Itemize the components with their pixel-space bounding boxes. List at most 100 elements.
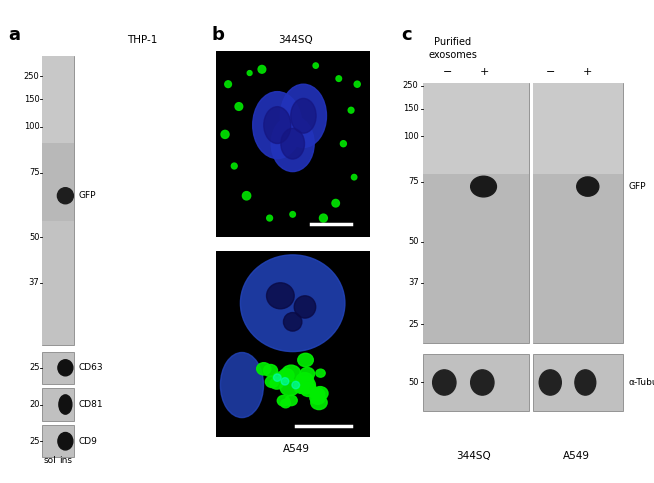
Text: 37: 37 — [408, 278, 419, 287]
Ellipse shape — [273, 374, 281, 382]
Text: THP-1: THP-1 — [127, 35, 158, 45]
Ellipse shape — [235, 103, 243, 110]
Text: 250: 250 — [24, 72, 39, 81]
Text: 37: 37 — [29, 278, 39, 287]
Ellipse shape — [58, 432, 73, 450]
Ellipse shape — [313, 386, 328, 400]
Text: CD63: CD63 — [78, 363, 103, 372]
Ellipse shape — [266, 214, 273, 222]
Text: 150: 150 — [403, 104, 419, 113]
Text: Purified
exosomes: Purified exosomes — [428, 37, 477, 60]
Text: 50: 50 — [408, 237, 419, 246]
Ellipse shape — [539, 370, 561, 395]
Ellipse shape — [281, 399, 290, 408]
Ellipse shape — [300, 383, 317, 397]
Text: 25: 25 — [29, 363, 39, 372]
Text: sol: sol — [43, 456, 56, 465]
Bar — [424, 354, 529, 412]
Ellipse shape — [259, 67, 265, 72]
Ellipse shape — [310, 391, 325, 404]
Ellipse shape — [283, 313, 302, 331]
Ellipse shape — [336, 75, 342, 82]
Ellipse shape — [292, 382, 300, 389]
Text: α-Tubulin: α-Tubulin — [628, 378, 654, 387]
Ellipse shape — [471, 176, 496, 197]
Ellipse shape — [273, 372, 284, 382]
Text: a: a — [9, 26, 20, 44]
Bar — [43, 388, 75, 421]
Ellipse shape — [222, 132, 228, 137]
Ellipse shape — [351, 174, 357, 180]
Ellipse shape — [230, 162, 238, 170]
Text: c: c — [402, 26, 412, 44]
Ellipse shape — [244, 193, 249, 199]
Bar — [43, 221, 75, 345]
Text: 20: 20 — [29, 400, 39, 409]
Ellipse shape — [294, 296, 316, 318]
Ellipse shape — [433, 370, 456, 395]
Text: GFP: GFP — [78, 191, 96, 200]
Ellipse shape — [264, 365, 277, 377]
Text: +: + — [480, 67, 489, 77]
Ellipse shape — [311, 396, 327, 410]
Ellipse shape — [296, 373, 313, 388]
Ellipse shape — [313, 62, 319, 69]
Text: 344SQ: 344SQ — [456, 451, 491, 461]
Text: 344SQ: 344SQ — [279, 35, 313, 45]
Ellipse shape — [279, 369, 294, 382]
Ellipse shape — [354, 81, 360, 87]
Ellipse shape — [280, 379, 300, 396]
Ellipse shape — [300, 368, 315, 380]
Ellipse shape — [471, 370, 494, 395]
Ellipse shape — [220, 353, 264, 418]
Bar — [424, 84, 529, 174]
Ellipse shape — [264, 107, 291, 143]
Text: 75: 75 — [408, 177, 419, 186]
Ellipse shape — [294, 381, 309, 393]
Ellipse shape — [58, 188, 73, 204]
Ellipse shape — [290, 211, 296, 217]
Ellipse shape — [281, 128, 305, 159]
Bar — [532, 354, 623, 412]
Ellipse shape — [577, 177, 599, 196]
Ellipse shape — [252, 92, 302, 158]
Ellipse shape — [266, 376, 279, 387]
Ellipse shape — [247, 71, 252, 75]
Text: 250: 250 — [403, 81, 419, 90]
Ellipse shape — [295, 376, 315, 394]
Ellipse shape — [316, 369, 325, 377]
Text: 25: 25 — [29, 437, 39, 446]
Ellipse shape — [256, 363, 271, 375]
Ellipse shape — [341, 141, 346, 146]
Text: CD9: CD9 — [78, 437, 97, 446]
Text: 100: 100 — [24, 122, 39, 131]
Text: 75: 75 — [29, 168, 39, 177]
Ellipse shape — [349, 108, 354, 113]
Ellipse shape — [333, 200, 338, 206]
Text: A549: A549 — [283, 443, 309, 454]
Bar — [43, 56, 75, 143]
Ellipse shape — [298, 353, 313, 367]
Ellipse shape — [291, 99, 316, 133]
Text: +: + — [583, 67, 593, 77]
Text: 50: 50 — [29, 232, 39, 242]
Ellipse shape — [59, 395, 72, 414]
Text: −: − — [443, 67, 453, 77]
Bar — [424, 174, 529, 342]
Ellipse shape — [281, 378, 289, 385]
Ellipse shape — [241, 255, 345, 352]
Text: 50: 50 — [408, 378, 419, 387]
Bar — [43, 56, 75, 345]
Bar — [532, 84, 623, 174]
Ellipse shape — [285, 395, 297, 406]
Text: −: − — [546, 67, 556, 77]
Text: A549: A549 — [563, 451, 591, 461]
Text: CD81: CD81 — [78, 400, 103, 409]
Text: 25: 25 — [408, 320, 419, 329]
Ellipse shape — [282, 365, 301, 382]
Text: ins: ins — [59, 456, 72, 465]
Text: b: b — [211, 26, 224, 44]
Bar — [532, 84, 623, 342]
Text: 100: 100 — [403, 131, 419, 141]
Text: GFP: GFP — [628, 182, 645, 191]
